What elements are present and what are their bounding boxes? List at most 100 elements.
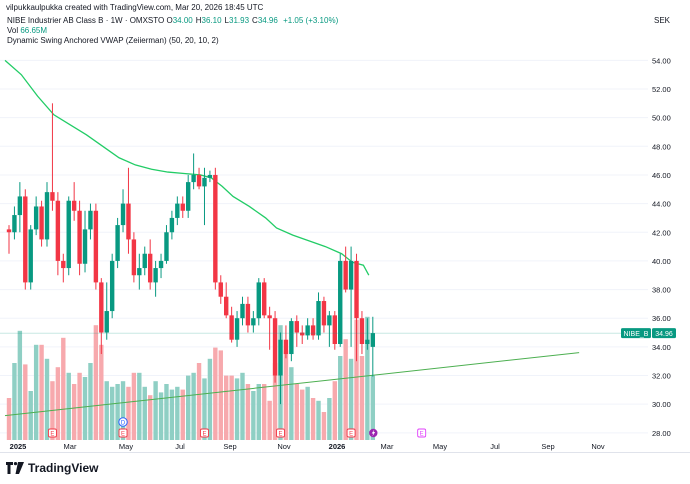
time-tick-label: Nov xyxy=(277,442,291,451)
candle-body xyxy=(23,196,28,283)
candle-body xyxy=(77,210,82,264)
earnings-marker-label: E xyxy=(349,432,353,438)
volume-value: 66.65M xyxy=(20,26,48,35)
price-tick-label: 40.00 xyxy=(652,257,671,266)
candle-body xyxy=(316,301,321,336)
candle xyxy=(262,278,267,319)
indicator-title[interactable]: Dynamic Swing Anchored VWAP (Zeiierman) … xyxy=(7,36,219,45)
candle xyxy=(359,311,365,355)
candle xyxy=(175,196,180,226)
candle-body xyxy=(71,200,77,211)
volume-bar xyxy=(207,358,213,440)
candle xyxy=(61,253,66,283)
candle-body xyxy=(229,315,234,340)
earnings-marker xyxy=(417,428,427,438)
candle xyxy=(224,282,229,319)
time-tick-label: Mar xyxy=(381,442,394,451)
candle xyxy=(332,311,337,350)
last-price-label: 34.96 xyxy=(655,331,673,338)
volume-bar xyxy=(55,367,61,440)
volume-bar xyxy=(142,386,147,440)
dividend-marker xyxy=(118,417,128,427)
candle-body xyxy=(294,321,299,333)
candle-body xyxy=(272,318,278,376)
candle-body xyxy=(147,253,153,283)
volume-bar xyxy=(17,330,23,440)
candle-body xyxy=(120,203,126,226)
candle-body xyxy=(6,229,12,233)
volume-bar xyxy=(126,386,131,440)
candle-body xyxy=(283,339,289,355)
ohlc-row: NIBE Industrier AB Class B · 1W · OMXSTO… xyxy=(7,16,338,26)
indicator-row[interactable]: Dynamic Swing Anchored VWAP (Zeiierman) … xyxy=(7,36,338,46)
candle-body xyxy=(169,217,175,233)
candle xyxy=(82,210,88,273)
candle xyxy=(71,182,77,221)
time-tick-label: May xyxy=(433,442,447,451)
volume-bars xyxy=(6,316,376,440)
volume-bar xyxy=(359,356,365,440)
volume-label: Vol xyxy=(7,26,19,35)
time-tick-label: 2025 xyxy=(10,442,27,451)
volume-bar xyxy=(153,381,158,440)
candle-body xyxy=(39,206,44,240)
candle-body xyxy=(104,311,109,333)
candle-body xyxy=(164,232,169,261)
tradingview-logo[interactable]: TradingView xyxy=(6,461,98,475)
ohlc-value-l: 31.93 xyxy=(229,16,250,25)
price-chart[interactable]: NIBE_B 34.96 28.00 30.00 32.00 34.00 36.00 38.… xyxy=(0,0,690,452)
volume-bar xyxy=(169,389,175,440)
volume-bar xyxy=(93,325,99,440)
volume-bar xyxy=(365,316,370,440)
earnings-marker-label: E xyxy=(202,432,206,438)
volume-bar xyxy=(131,372,137,440)
candle xyxy=(126,167,131,254)
candle-body xyxy=(142,253,147,269)
symbol-title[interactable]: NIBE Industrier AB Class B · 1W · OMXSTO xyxy=(7,16,165,25)
tradingview-wordmark: TradingView xyxy=(28,461,99,475)
time-tick-label: May xyxy=(119,442,133,451)
candle xyxy=(66,196,71,276)
volume-bar xyxy=(321,412,327,440)
symbol-tag-label: NIBE_B xyxy=(624,331,649,338)
candle xyxy=(196,167,202,190)
candle-body xyxy=(251,318,256,326)
volume-bar xyxy=(28,391,33,440)
volume-bar xyxy=(370,375,376,440)
volume-bar xyxy=(39,344,44,440)
candle-body xyxy=(55,200,61,261)
candle-body xyxy=(262,282,267,316)
earnings-marker xyxy=(47,428,57,438)
time-tick-label: Sep xyxy=(223,442,236,451)
volume-bar xyxy=(316,400,321,440)
volume-bar xyxy=(272,363,278,440)
ohlc-key-o: O xyxy=(166,16,173,25)
time-tick-label: Nov xyxy=(591,442,605,451)
candle-body xyxy=(370,333,376,347)
candle xyxy=(348,246,354,347)
chart-credit: vilpukkaulpukka created with TradingView… xyxy=(6,3,264,12)
candle-body xyxy=(191,174,196,183)
candle xyxy=(169,210,175,240)
candle xyxy=(229,306,234,343)
price-tick-label: 44.00 xyxy=(652,200,671,209)
ohlc-key-c: C xyxy=(252,16,258,25)
candle-body xyxy=(213,174,218,283)
candle-body xyxy=(305,325,310,336)
candle xyxy=(354,253,359,362)
candle-body xyxy=(109,260,115,312)
time-tick-label: Sep xyxy=(541,442,554,451)
candle-body xyxy=(300,332,305,336)
volume-bar xyxy=(44,358,50,440)
candle-body xyxy=(61,260,66,269)
ohlc-key-h: H xyxy=(195,16,202,25)
candle-body xyxy=(218,282,223,297)
trend-line-segment xyxy=(4,352,580,417)
volume-bar xyxy=(120,381,126,440)
candle xyxy=(251,311,256,333)
candle-body xyxy=(332,315,337,345)
volume-bar xyxy=(256,384,261,440)
candle xyxy=(207,170,213,183)
candle xyxy=(240,296,245,326)
price-axis: 28.00 30.00 32.00 34.00 36.00 38.00 40.00 42.00… xyxy=(652,56,671,438)
